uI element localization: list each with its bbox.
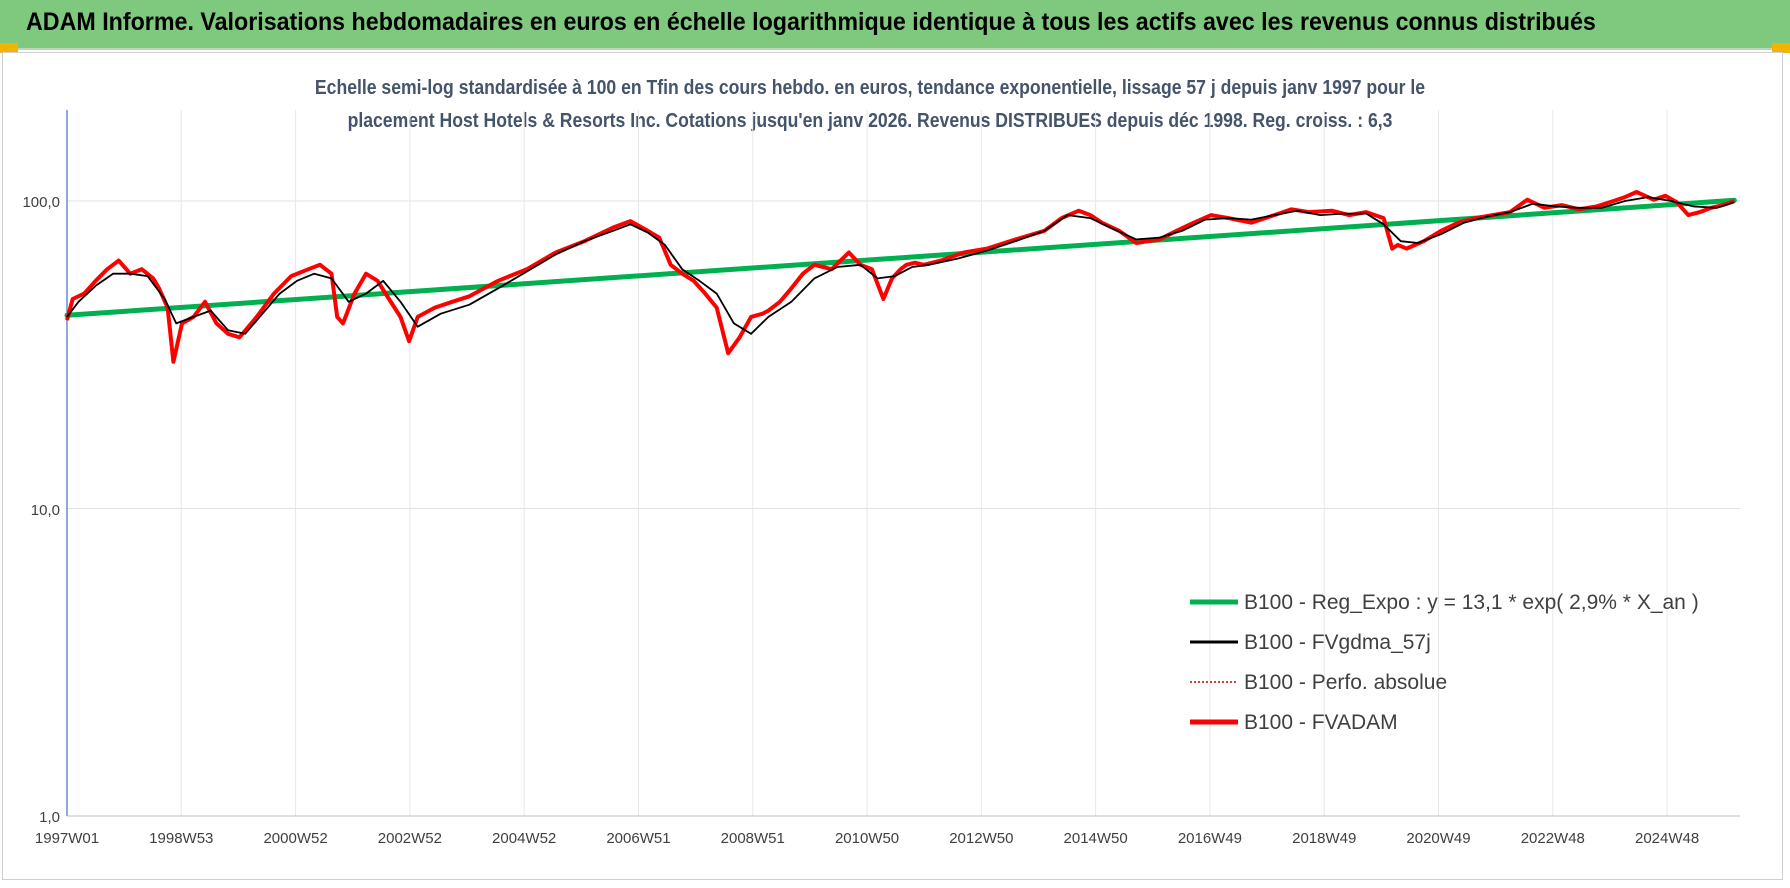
x-tick-label: 2024W48 (1635, 830, 1699, 847)
chart-title-line2: placement Host Hotels & Resorts Inc. Cot… (347, 110, 1393, 132)
x-tick-label: 1997W01 (35, 830, 99, 847)
x-tick-label: 2020W49 (1406, 830, 1470, 847)
y-tick-label: 10,0 (31, 502, 60, 519)
x-tick-label: 2004W52 (492, 830, 556, 847)
y-tick-label: 1,0 (39, 809, 60, 826)
corner-accent-right (1772, 43, 1790, 53)
x-tick-label: 2006W51 (606, 830, 670, 847)
chart-frame (2, 52, 1783, 880)
corner-accent-left (0, 43, 18, 53)
chart-title-line1: Echelle semi-log standardisée à 100 en T… (314, 77, 1426, 99)
x-tick-label: 2022W48 (1521, 830, 1585, 847)
x-tick-label: 2016W49 (1178, 830, 1242, 847)
x-tick-label: 2002W52 (378, 830, 442, 847)
series-layer (64, 190, 1737, 364)
x-tick-label: 2014W50 (1064, 830, 1128, 847)
legend: B100 - Reg_Expo : y = 13,1 * exp( 2,9% *… (1190, 591, 1699, 734)
header-banner: ADAM Informe. Valorisations hebdomadaire… (0, 0, 1790, 50)
y-tick-labels: 100,0 10,0 1,0 (22, 194, 60, 826)
legend-label-perfo: B100 - Perfo. absolue (1244, 671, 1447, 694)
x-tick-label: 2008W51 (721, 830, 785, 847)
x-tick-label: 1998W53 (149, 830, 213, 847)
page-title: ADAM Informe. Valorisations hebdomadaire… (26, 8, 1596, 36)
series-line-fvadam (65, 190, 1735, 364)
x-tick-label: 2018W49 (1292, 830, 1356, 847)
chart-title: Echelle semi-log standardisée à 100 en T… (150, 72, 1590, 138)
x-tick-labels: 1997W01 1998W53 2000W52 2002W52 2004W52 2006W… (35, 830, 1699, 847)
legend-label-fvgdma: B100 - FVgdma_57j (1244, 631, 1431, 654)
legend-label-reg-expo: B100 - Reg_Expo : y = 13,1 * exp( 2,9% *… (1244, 591, 1699, 614)
y-tick-label: 100,0 (22, 194, 60, 211)
x-tick-label: 2010W50 (835, 830, 899, 847)
x-tick-label: 2000W52 (263, 830, 327, 847)
series-line-fvgdma (66, 196, 1735, 335)
x-tick-label: 2012W50 (949, 830, 1013, 847)
legend-label-fvadam: B100 - FVADAM (1244, 711, 1398, 734)
